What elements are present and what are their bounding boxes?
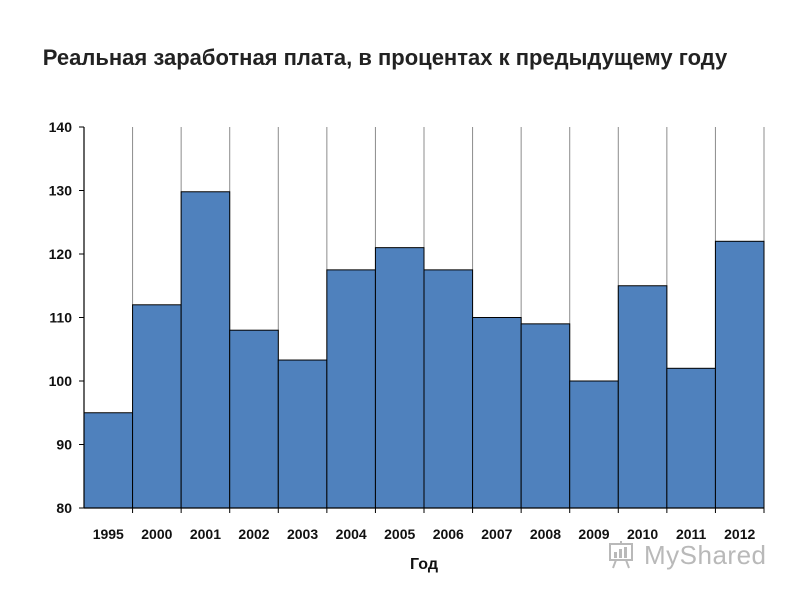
bar-2007 (472, 317, 522, 509)
x-tick-label: 2012 (724, 526, 755, 542)
x-axis-title: Год (410, 556, 438, 573)
bar-2002 (229, 329, 279, 509)
x-tick-label: 2010 (627, 526, 658, 542)
x-tick-label: 2000 (141, 526, 172, 542)
bars (83, 191, 765, 509)
y-tick-label: 110 (49, 310, 72, 326)
bar-2001 (180, 191, 231, 509)
bar-2000 (132, 304, 182, 509)
watermark-text: MyShared (644, 539, 767, 570)
x-tick-label: 2002 (238, 526, 269, 542)
bar-2006 (423, 269, 474, 509)
y-tick-label: 130 (49, 183, 73, 199)
bar-2011 (666, 367, 716, 509)
y-axis-labels: 80 90 100 110 120 130 140 (49, 119, 73, 516)
y-tick-label: 140 (49, 119, 73, 135)
y-tick-label: 120 (49, 246, 73, 262)
bar-2010 (617, 285, 668, 509)
x-tick-label: 2003 (287, 526, 318, 542)
watermark: MyShared (608, 538, 767, 572)
bar-2009 (569, 380, 619, 509)
y-tick-label: 90 (56, 437, 72, 453)
x-tick-label: 2001 (190, 526, 221, 542)
x-tick-label: 2011 (676, 526, 707, 542)
y-tick-label: 100 (49, 373, 73, 389)
bar-2012 (714, 240, 765, 509)
x-tick-label: 2005 (384, 526, 415, 542)
axes (79, 126, 765, 513)
bar-2004 (326, 269, 376, 509)
x-tick-label: 2007 (481, 526, 512, 542)
x-tick-label: 2006 (433, 526, 464, 542)
y-tick-label: 80 (56, 500, 72, 516)
x-tick-label: 2009 (578, 526, 609, 542)
x-tick-label: 2008 (530, 526, 561, 542)
bar-2003 (277, 359, 328, 509)
presentation-board-icon (609, 541, 633, 569)
x-axis-labels: 1995 2000 2001 2002 2003 2004 2005 2006 2007 2008… (93, 526, 756, 542)
bar-1995 (83, 412, 134, 509)
bar-2005 (374, 247, 425, 509)
x-tick-label: 1995 (93, 526, 124, 542)
x-tick-label: 2004 (336, 526, 367, 542)
bar-2008 (520, 323, 571, 509)
chart-title: Реальная заработная плата, в процентах к… (42, 45, 728, 70)
